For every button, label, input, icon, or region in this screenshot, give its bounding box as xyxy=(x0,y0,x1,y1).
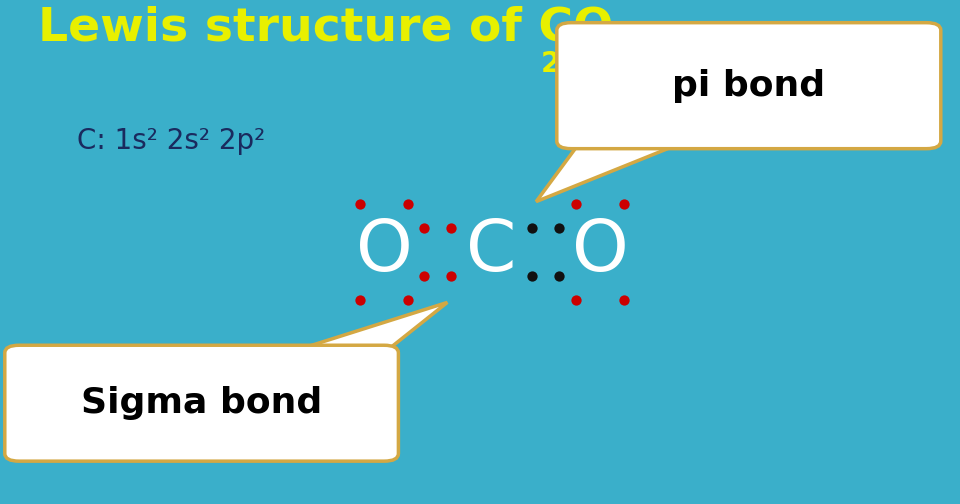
Polygon shape xyxy=(288,302,447,353)
Point xyxy=(400,296,416,304)
Point xyxy=(417,272,432,280)
Text: Lewis structure of CO: Lewis structure of CO xyxy=(38,6,613,50)
Point xyxy=(524,224,540,232)
Point xyxy=(417,224,432,232)
Point xyxy=(568,200,584,208)
Text: O: O xyxy=(571,218,629,286)
Text: C: C xyxy=(467,218,516,286)
Text: pi bond: pi bond xyxy=(672,69,826,103)
Point xyxy=(524,272,540,280)
Point xyxy=(616,200,632,208)
Point xyxy=(352,200,368,208)
FancyBboxPatch shape xyxy=(5,345,398,461)
Point xyxy=(616,296,632,304)
Point xyxy=(568,296,584,304)
Point xyxy=(352,296,368,304)
Point xyxy=(551,224,566,232)
FancyBboxPatch shape xyxy=(557,23,941,149)
Text: 2: 2 xyxy=(540,50,561,78)
Point xyxy=(551,272,566,280)
Point xyxy=(400,200,416,208)
Text: C: 1s² 2s² 2p²: C: 1s² 2s² 2p² xyxy=(77,127,265,155)
Point xyxy=(444,224,459,232)
Point xyxy=(444,272,459,280)
Polygon shape xyxy=(536,141,686,202)
Text: Sigma bond: Sigma bond xyxy=(81,386,323,420)
Text: O: O xyxy=(355,218,413,286)
